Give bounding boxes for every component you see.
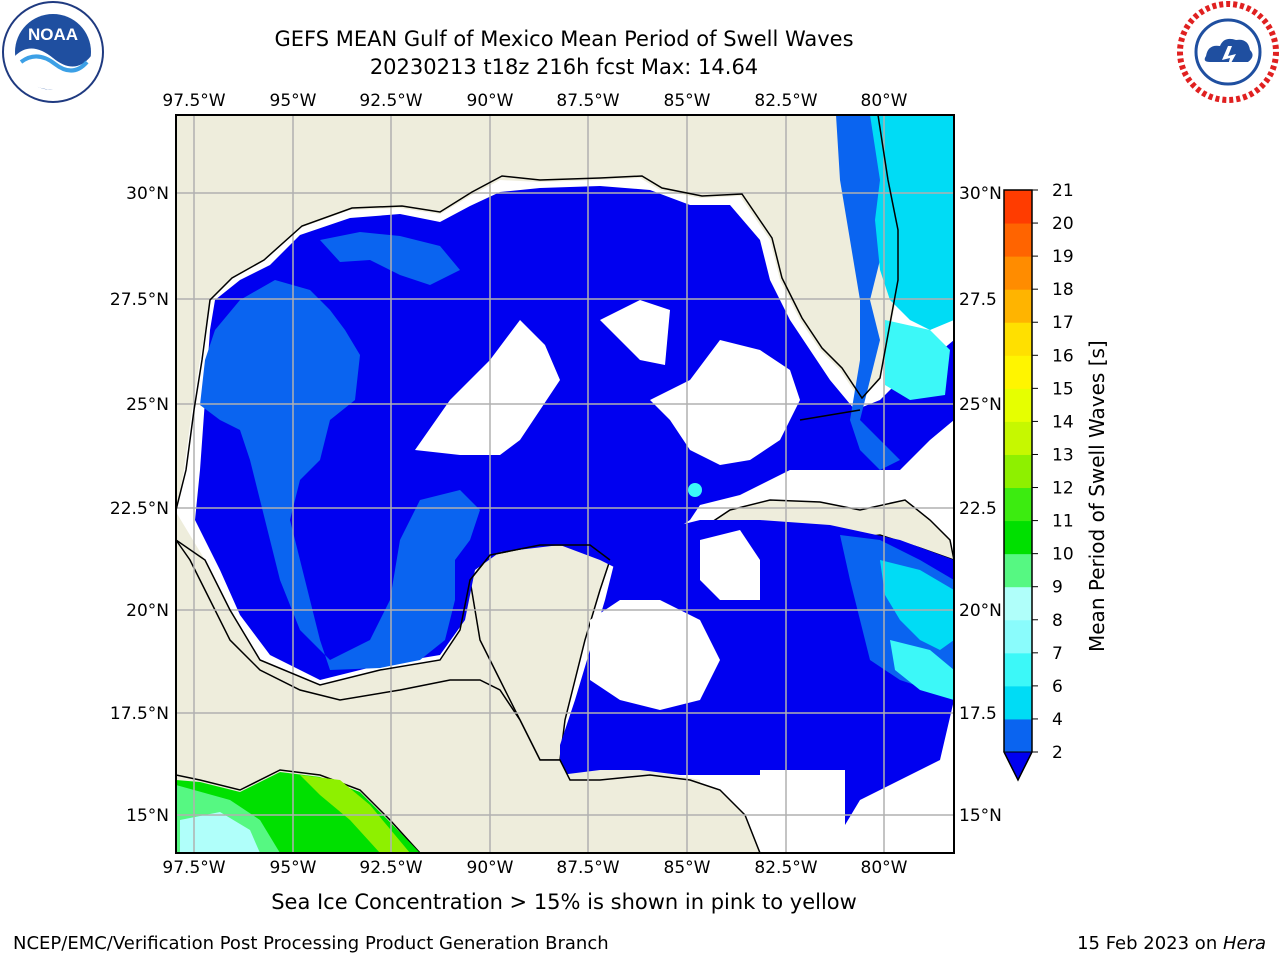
- lat-tick-left: 30°N: [126, 184, 169, 204]
- colorbar-segment: [1004, 355, 1032, 389]
- colorbar-tick-label: 11: [1052, 512, 1074, 532]
- lat-tick-right: 27.5: [959, 290, 997, 310]
- footer-date: 15 Feb 2023 on Hera: [1077, 933, 1266, 954]
- colorbar-segment: [1004, 421, 1032, 455]
- nws-logo: [1177, 1, 1279, 103]
- lon-tick-top: 92.5°W: [359, 91, 422, 111]
- colorbar-tick-label: 20: [1052, 214, 1074, 234]
- colorbar-tick-label: 10: [1052, 545, 1074, 565]
- colorbar-tick-label: 7: [1052, 644, 1063, 664]
- swell-patch-small: [688, 483, 702, 497]
- footer-host: Hera: [1222, 933, 1266, 954]
- nodata-hole-5: [700, 530, 760, 600]
- nodata-hole-1: [415, 320, 560, 455]
- lon-tick-bottom: 92.5°W: [359, 858, 422, 878]
- lat-tick-left: 27.5°N: [110, 290, 169, 310]
- colorbar-under-arrow: [1003, 751, 1033, 782]
- lat-tick-right: 17.5: [959, 704, 997, 724]
- lon-tick-top: 80°W: [861, 91, 908, 111]
- colorbar-segment: [1004, 223, 1032, 257]
- lon-tick-top: 82.5°W: [754, 91, 817, 111]
- colorbar-label: Mean Period of Swell Waves [s]: [1085, 340, 1109, 652]
- colorbar-segment: [1004, 652, 1032, 687]
- colorbar: [1003, 189, 1033, 782]
- colorbar-tick-label: 2: [1052, 743, 1063, 763]
- swell-field-cyan-carib2: [890, 640, 954, 700]
- lon-tick-bottom: 82.5°W: [754, 858, 817, 878]
- lat-tick-left: 17.5°N: [110, 704, 169, 724]
- ice-note: Sea Ice Concentration > 15% is shown in …: [271, 890, 857, 914]
- lat-tick-right: 15°N: [959, 806, 1002, 826]
- colorbar-segment: [1004, 289, 1032, 323]
- coastlines: [176, 115, 899, 686]
- lat-tick-left: 20°N: [126, 601, 169, 621]
- lon-tick-top: 90°W: [467, 91, 514, 111]
- colorbar-segment: [1004, 388, 1032, 422]
- pacific-swell-paleblue: [180, 812, 260, 853]
- swell-field-cyan-carib: [880, 560, 954, 650]
- colorbar-tick-label: 13: [1052, 445, 1074, 465]
- colorbar-tick-label: 19: [1052, 247, 1074, 267]
- central-america-land: [176, 538, 761, 853]
- lon-tick-bottom: 85°W: [664, 858, 711, 878]
- colorbar-segment: [1004, 586, 1032, 621]
- lat-tick-right: 22.5: [959, 499, 997, 519]
- colorbar-segment: [1004, 190, 1032, 224]
- nodata-hole-6: [760, 770, 845, 853]
- lon-tick-bottom: 87.5°W: [556, 858, 619, 878]
- swell-field-cyan: [870, 115, 954, 330]
- lat-tick-left: 22.5°N: [110, 499, 169, 519]
- colorbar-segment: [1004, 487, 1032, 522]
- lon-tick-top: 87.5°W: [556, 91, 619, 111]
- colorbar-tick-label: 8: [1052, 611, 1063, 631]
- colorbar-segment: [1004, 322, 1032, 356]
- colorbar-segment: [1004, 454, 1032, 489]
- lon-tick-bottom: 95°W: [270, 858, 317, 878]
- colorbar-segment: [1004, 685, 1032, 720]
- swell-field-lightblue-north: [320, 232, 460, 285]
- colorbar-tick-label: 16: [1052, 346, 1074, 366]
- colorbar-segment: [1004, 718, 1032, 753]
- colorbar-frame: [1003, 189, 1033, 782]
- swell-field-blue: [195, 186, 954, 680]
- footer-credit: NCEP/EMC/Verification Post Processing Pr…: [13, 933, 609, 954]
- noaa-logo: NOAA: [2, 1, 104, 103]
- lon-tick-bottom: 80°W: [861, 858, 908, 878]
- chart-subtitle: 20230213 t18z 216h fcst Max: 14.64: [369, 55, 759, 79]
- lon-tick-bottom: 90°W: [467, 858, 514, 878]
- swell-field-cyan2: [885, 320, 950, 400]
- colorbar-tick-label: 15: [1052, 379, 1074, 399]
- colorbar-tick-label: 14: [1052, 412, 1074, 432]
- lat-tick-left: 25°N: [126, 395, 169, 415]
- colorbar-tick-label: 18: [1052, 280, 1074, 300]
- lon-tick-top: 97.5°W: [162, 91, 225, 111]
- map-area: [176, 115, 954, 853]
- colorbar-segment: [1004, 553, 1032, 588]
- colorbar-tick-label: 12: [1052, 479, 1074, 499]
- colorbar-tick-label: 6: [1052, 677, 1063, 697]
- colorbar-segment: [1004, 256, 1032, 290]
- lon-tick-top: 95°W: [270, 91, 317, 111]
- swell-field-lightblue-west: [200, 280, 480, 670]
- footer-date-text: 15 Feb 2023 on: [1077, 933, 1223, 954]
- lat-tick-right: 30°N: [959, 184, 1002, 204]
- noaa-logo-text: NOAA: [28, 25, 78, 44]
- lat-tick-left: 15°N: [126, 806, 169, 826]
- lon-tick-top: 85°W: [664, 91, 711, 111]
- colorbar-tick-label: 9: [1052, 578, 1063, 598]
- lat-tick-right: 25°N: [959, 395, 1002, 415]
- colorbar-tick-label: 21: [1052, 181, 1074, 201]
- map-frame: [175, 114, 955, 854]
- chart-title: GEFS MEAN Gulf of Mexico Mean Period of …: [274, 27, 854, 51]
- lon-tick-bottom: 97.5°W: [162, 858, 225, 878]
- colorbar-tick-label: 4: [1052, 710, 1063, 730]
- colorbar-segment: [1004, 520, 1032, 555]
- colorbar-segment: [1004, 619, 1032, 654]
- grid-lines: [176, 115, 954, 853]
- lat-tick-right: 20°N: [959, 601, 1002, 621]
- nodata-hole-2: [600, 300, 670, 365]
- pacific-swell-yellowgreen: [300, 775, 410, 853]
- colorbar-tick-label: 17: [1052, 313, 1074, 333]
